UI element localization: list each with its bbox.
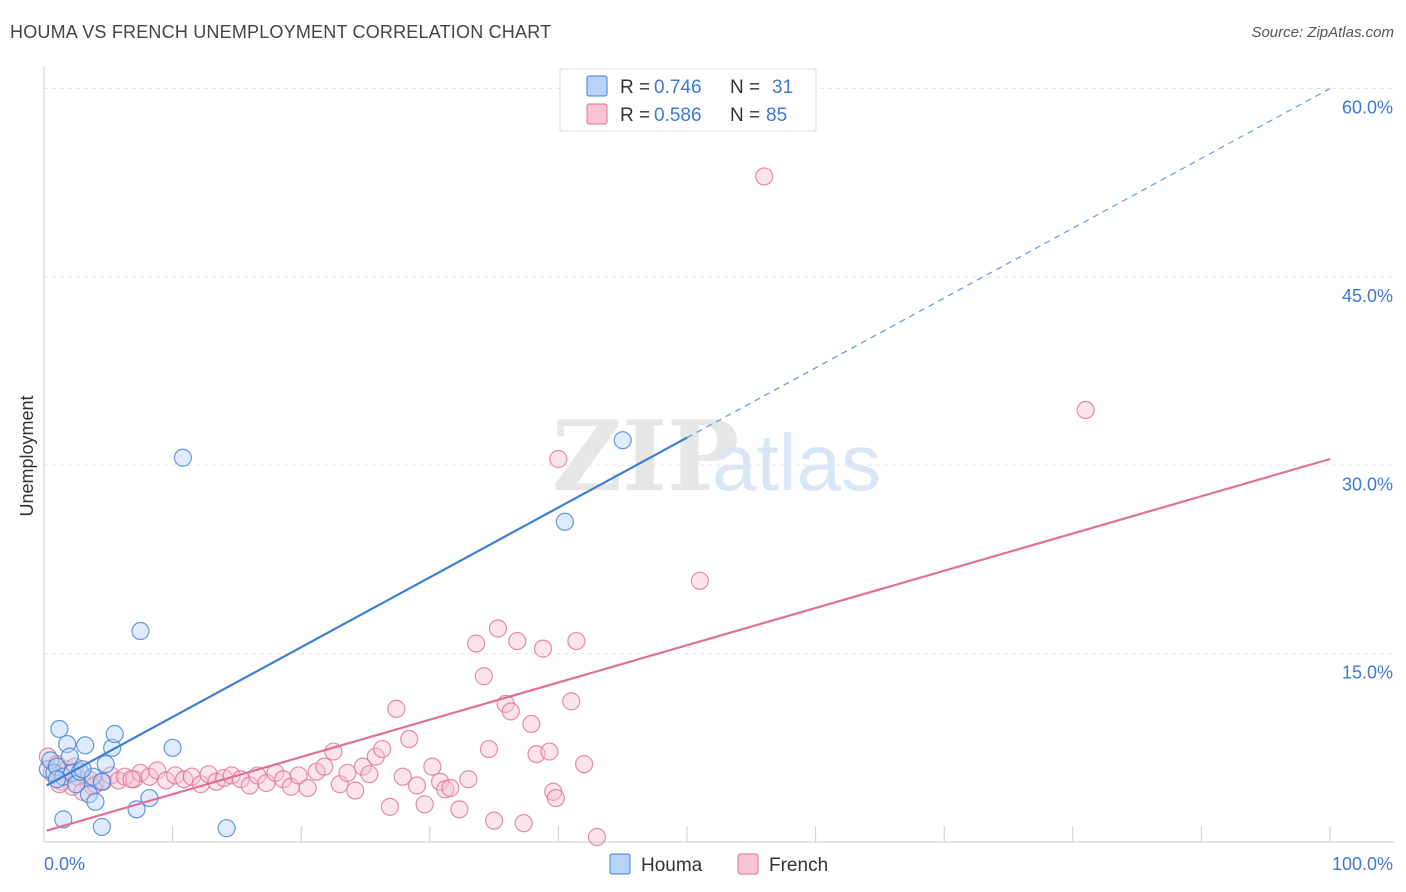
french-point (485, 811, 504, 830)
legend-swatch-houma (586, 75, 608, 97)
houma-point (92, 817, 111, 837)
legend-n-label-houma: N = (730, 77, 760, 98)
french-point (289, 766, 308, 785)
houma-point (173, 448, 192, 467)
french-point (400, 729, 419, 749)
houma-point (47, 757, 66, 776)
french-point (546, 788, 565, 808)
houma-point (76, 736, 95, 755)
french-point (514, 814, 533, 833)
houma-trend-line (46, 436, 688, 787)
french-point (298, 778, 317, 798)
french-point (157, 771, 176, 790)
x-tick-label-min: 0.0% (44, 854, 85, 874)
french-point (407, 776, 427, 795)
houma-point (96, 755, 115, 774)
french-point (1076, 400, 1095, 420)
houma-point (73, 760, 92, 779)
houma-point (131, 621, 150, 641)
houma-point (92, 772, 111, 791)
french-point (353, 757, 373, 776)
houma-point (60, 747, 79, 766)
houma-point (86, 792, 105, 811)
french-point (423, 757, 442, 776)
french-point (122, 770, 141, 789)
bottom-legend-swatch-houma (609, 853, 631, 875)
houma-point (83, 767, 102, 786)
french-point (373, 739, 392, 759)
french-point (690, 571, 709, 590)
chart-title: HOUMA VS FRENCH UNEMPLOYMENT CORRELATION… (10, 22, 552, 42)
legend-swatch-french (586, 103, 608, 125)
french-point (380, 797, 400, 816)
series-legend: Houma French (609, 853, 828, 876)
axes (43, 66, 1394, 843)
y-axis-label: Unemployment (17, 395, 37, 516)
trend-lines (46, 88, 1331, 832)
bottom-legend-label-houma: Houma (641, 855, 703, 876)
french-point (459, 770, 478, 789)
houma-point (50, 719, 69, 739)
legend-n-value-french: 85 (766, 105, 787, 126)
source-label: Source: ZipAtlas.com (1251, 24, 1394, 41)
houma-point (105, 724, 124, 744)
houma-point (79, 785, 99, 804)
watermark-atlas: atlas (712, 418, 881, 507)
correlation-legend: R = 0.746 N = 31 R = 0.586 N = 85 (559, 68, 817, 132)
legend-n-value-houma: 31 (772, 77, 793, 98)
french-point (450, 800, 469, 819)
french-trend-line (46, 457, 1331, 832)
french-point (315, 757, 334, 776)
x-tick-labels: 0.0% 100.0% (44, 854, 1393, 874)
french-point (415, 795, 434, 814)
french-point (474, 667, 493, 686)
y-tick-label: 15.0% (1342, 663, 1393, 683)
houma-point (555, 512, 574, 531)
french-point (274, 770, 293, 789)
french-point (338, 763, 357, 783)
french-point (346, 781, 365, 800)
french-point (466, 634, 486, 653)
y-tick-label: 60.0% (1342, 98, 1393, 118)
bottom-legend-label-french: French (769, 855, 828, 876)
x-tick-label-max: 100.0% (1332, 854, 1393, 874)
legend-r-value-french: 0.586 (654, 105, 702, 126)
legend-r-label-french: R = (620, 105, 650, 126)
french-point (562, 692, 581, 711)
bottom-legend-swatch-french (737, 853, 759, 875)
french-point (441, 778, 460, 798)
french-point (393, 767, 412, 786)
legend-n-label-french: N = (730, 105, 760, 126)
french-point (567, 631, 586, 651)
watermark: ZIP atlas (552, 400, 881, 513)
french-point (549, 449, 568, 469)
french-point (488, 619, 508, 638)
y-tick-label: 30.0% (1342, 474, 1393, 494)
houma-trend-extension (686, 88, 1331, 439)
gridlines (44, 88, 1394, 655)
french-point (366, 747, 385, 766)
french-point (501, 702, 520, 721)
french-point (479, 739, 499, 759)
french-point (522, 714, 541, 734)
french-point (533, 639, 553, 658)
french-point (587, 827, 607, 847)
houma-point (613, 431, 632, 450)
french-point (508, 631, 527, 651)
legend-r-label-houma: R = (620, 77, 650, 98)
french-point (755, 167, 774, 186)
houma-point (217, 819, 236, 838)
houma-point (163, 738, 182, 757)
y-tick-label: 45.0% (1342, 286, 1393, 306)
legend-r-value-houma: 0.746 (654, 77, 702, 98)
french-point (540, 742, 559, 761)
french-point (148, 761, 167, 780)
y-tick-labels: 15.0% 30.0% 45.0% 60.0% (1342, 98, 1393, 683)
french-point (387, 699, 406, 718)
french-point (360, 765, 379, 784)
french-point (575, 755, 594, 774)
